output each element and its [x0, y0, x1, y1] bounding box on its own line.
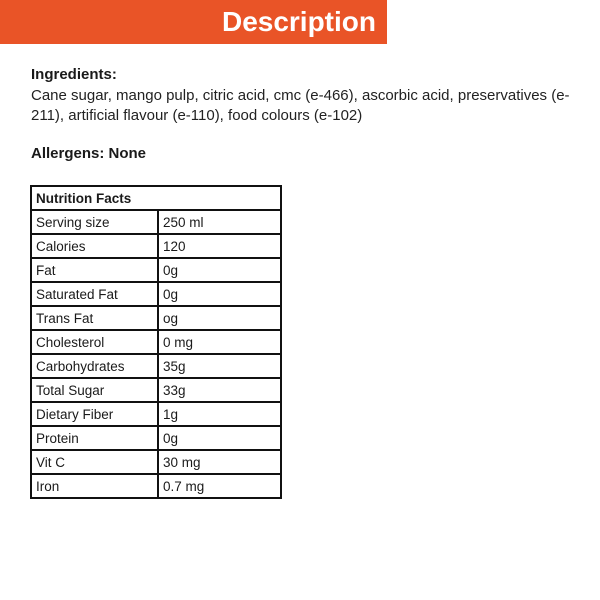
nutrient-value: 30 mg [157, 449, 282, 475]
nutrient-name: Vit C [30, 449, 159, 475]
nutrient-name: Dietary Fiber [30, 401, 159, 427]
nutrient-value: 250 ml [157, 209, 282, 235]
table-row: Dietary Fiber 1g [30, 401, 282, 427]
table-row: Carbohydrates 35g [30, 353, 282, 379]
nutrient-value: 120 [157, 233, 282, 259]
table-row: Fat 0g [30, 257, 282, 283]
nutrient-value: 0g [157, 425, 282, 451]
nutrient-name: Calories [30, 233, 159, 259]
header-banner: Description [0, 0, 387, 44]
nutrient-name: Saturated Fat [30, 281, 159, 307]
nutrient-name: Fat [30, 257, 159, 283]
table-row: Trans Fat og [30, 305, 282, 331]
ingredients-label: Ingredients: [31, 66, 117, 83]
nutrient-value: 0 mg [157, 329, 282, 355]
nutrient-name: Iron [30, 473, 159, 499]
nutrient-value: 0g [157, 281, 282, 307]
table-row: Iron 0.7 mg [30, 473, 282, 499]
nutrition-title: Nutrition Facts [30, 185, 282, 211]
nutrient-name: Trans Fat [30, 305, 159, 331]
nutrient-value: og [157, 305, 282, 331]
nutrient-value: 35g [157, 353, 282, 379]
table-row: Saturated Fat 0g [30, 281, 282, 307]
nutrient-value: 1g [157, 401, 282, 427]
nutrition-table: Nutrition Facts Serving size 250 ml Calori… [30, 185, 282, 499]
nutrient-name: Serving size [30, 209, 159, 235]
table-row: Calories 120 [30, 233, 282, 259]
nutrient-name: Carbohydrates [30, 353, 159, 379]
page-title: Description [221, 6, 376, 37]
nutrient-value: 33g [157, 377, 282, 403]
nutrient-name: Protein [30, 425, 159, 451]
table-row: Protein 0g [30, 425, 282, 451]
nutrient-name: Total Sugar [30, 377, 159, 403]
nutrient-value: 0g [157, 257, 282, 283]
nutrient-name: Cholesterol [30, 329, 159, 355]
nutrient-value: 0.7 mg [157, 473, 282, 499]
table-row: Cholesterol 0 mg [30, 329, 282, 355]
table-row: Total Sugar 33g [30, 377, 282, 403]
ingredients-text: Cane sugar, mango pulp, citric acid, cmc… [31, 87, 570, 124]
table-row: Vit C 30 mg [30, 449, 282, 475]
table-row: Serving size 250 ml [30, 209, 282, 235]
allergens-text: Allergens: None [31, 145, 147, 162]
